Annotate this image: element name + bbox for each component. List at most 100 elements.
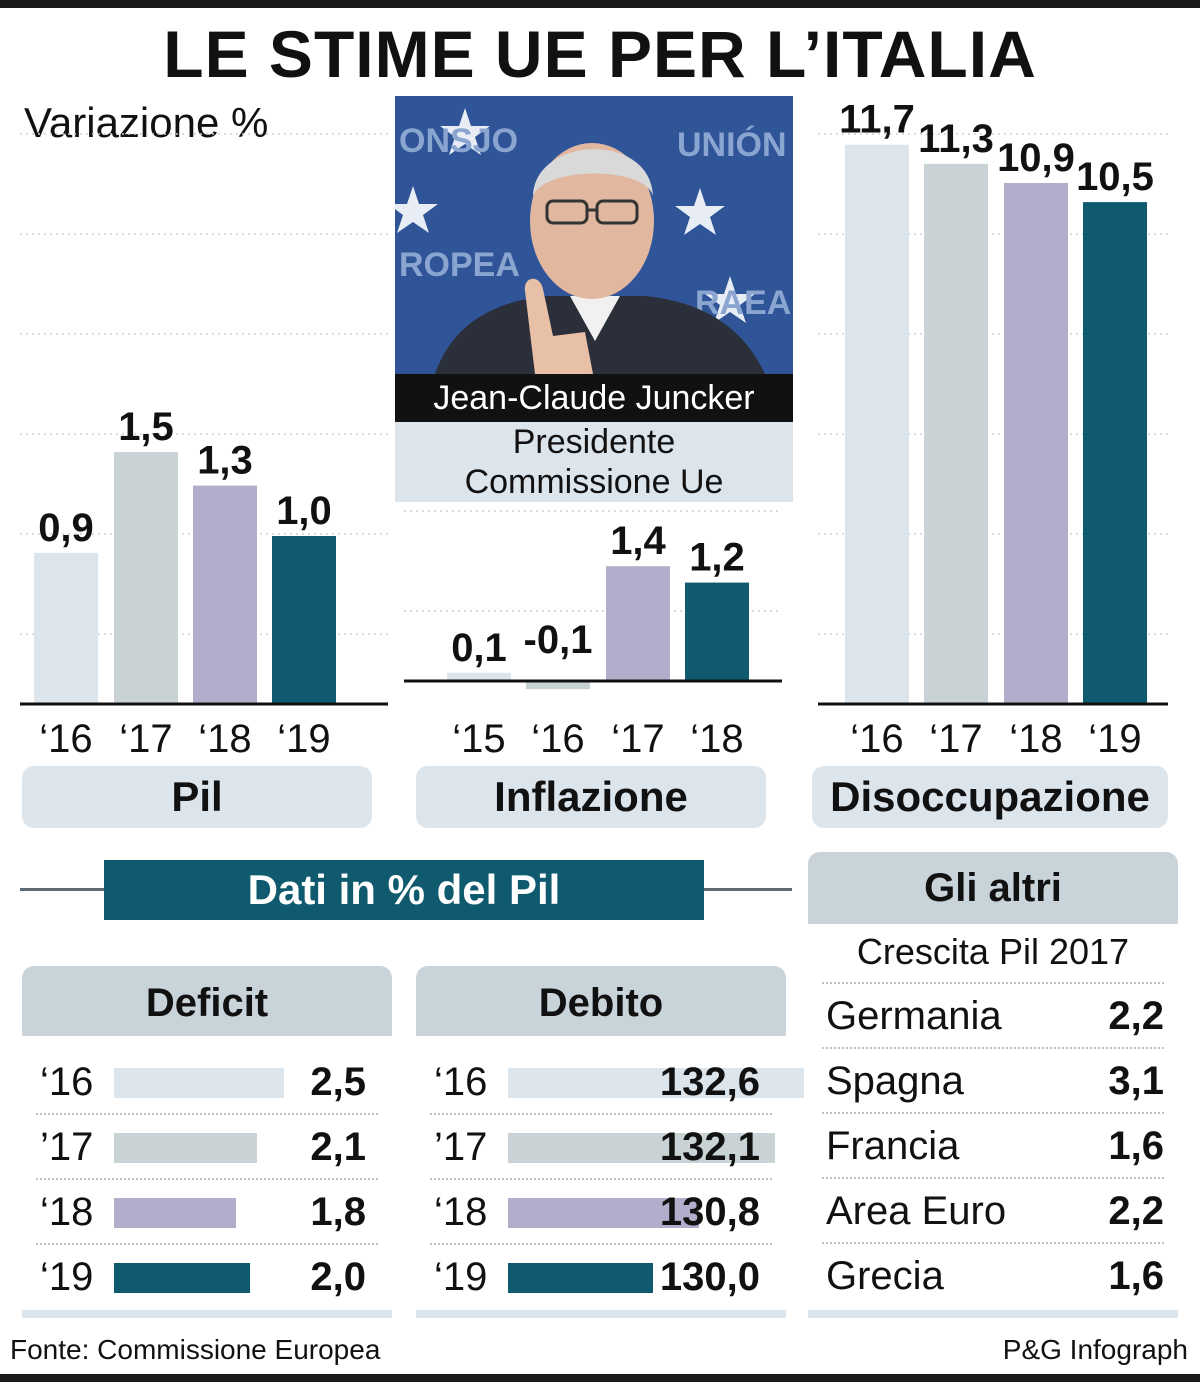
- debito-value-0: 132,6: [659, 1060, 760, 1104]
- deficit-row-divider: [36, 1243, 378, 1245]
- disoccupazione-bar-3: [1083, 202, 1147, 704]
- altri-row-divider: [822, 1047, 1164, 1049]
- disoccupazione-value-label-3: 10,5: [1076, 155, 1154, 199]
- inflazione-value-label-0: 0,1: [451, 626, 507, 670]
- inflazione-bar-3: [685, 582, 749, 681]
- top-bar-charts: 0,9 ‘16 1,5 ‘17 1,3 ‘18 1,0 ‘19 0,1 ‘15 -0,1 ‘16 1,4…: [20, 98, 1168, 761]
- altri-country-0: Germania: [826, 994, 1002, 1038]
- debito-year-label-0: ‘16: [434, 1060, 488, 1104]
- svg-text:ONSJO: ONSJO: [399, 122, 518, 160]
- inflazione-label: Inflazione: [416, 766, 766, 828]
- pil-label: Pil: [22, 766, 372, 828]
- altri-row-1: Spagna 3,1: [808, 1047, 1178, 1112]
- debito-year-label-3: ‘19: [434, 1255, 488, 1299]
- deficit-value-3: 2,0: [310, 1255, 366, 1299]
- debito-rows: ‘16 132,6 ’17 132,1 ‘18 130,8 ‘19 130,0: [416, 1050, 804, 1310]
- photo-illustration: ONSJO UNIÓN ROPEA RAEA: [395, 96, 793, 374]
- altri-row-4: Grecia 1,6: [808, 1242, 1178, 1307]
- altri-row-divider: [822, 1177, 1164, 1179]
- altri-value-0: 2,2: [1108, 994, 1164, 1038]
- debito-bar-0: [508, 1068, 804, 1098]
- pil-bar-1: [114, 452, 178, 704]
- disoccupazione-value-label-0: 11,7: [839, 98, 915, 142]
- deficit-year-label-2: ‘18: [40, 1190, 94, 1234]
- disoccupazione-value-label-2: 10,9: [997, 136, 1075, 180]
- debito-value-3: 130,0: [659, 1255, 760, 1299]
- deficit-year-label-1: ’17: [40, 1125, 94, 1169]
- inflazione-bar-0: [447, 672, 511, 681]
- deficit-rows: ‘16 2,5 ’17 2,1 ‘18 1,8 ‘19 2,0: [22, 1050, 392, 1310]
- altri-value-3: 2,2: [1108, 1189, 1164, 1233]
- altri-header: Gli altri: [808, 852, 1178, 924]
- altri-table: Germania 2,2 Spagna 3,1 Francia 1,6 Area Euro 2…: [808, 982, 1178, 1312]
- altri-row-divider: [822, 1242, 1164, 1244]
- top-rule: [0, 0, 1200, 8]
- altri-value-4: 1,6: [1108, 1254, 1164, 1298]
- pil-bar-2: [193, 485, 257, 704]
- juncker-photo: ONSJO UNIÓN ROPEA RAEA: [395, 96, 793, 374]
- inflazione-value-label-3: 1,2: [689, 536, 745, 580]
- inflazione-tick-label-3: ‘18: [690, 717, 743, 761]
- deficit-bar-3: [114, 1263, 250, 1293]
- pil-value-label-0: 0,9: [38, 506, 94, 550]
- disoccupazione-label: Disoccupazione: [812, 766, 1168, 828]
- altri-country-1: Spagna: [826, 1059, 964, 1103]
- pil-value-label-2: 1,3: [197, 439, 253, 483]
- disoccupazione-value-label-1: 11,3: [918, 117, 994, 161]
- debito-bar-2: [508, 1198, 700, 1228]
- altri-row-divider: [822, 982, 1164, 984]
- inflazione-tick-label-1: ‘16: [531, 717, 584, 761]
- deficit-row-3: ‘19 2,0: [22, 1245, 392, 1310]
- pil-value-label-1: 1,5: [118, 405, 174, 449]
- pil-tick-label-3: ‘19: [277, 717, 330, 761]
- subtitle-variazione: Variazione %: [24, 99, 269, 146]
- photo-caption-name: Jean-Claude Juncker: [395, 374, 793, 422]
- debito-bar-3: [508, 1263, 653, 1293]
- pil-bar-3: [272, 536, 336, 704]
- debito-row-1: ’17 132,1: [416, 1115, 786, 1180]
- deficit-row-divider: [36, 1113, 378, 1115]
- altri-country-4: Grecia: [826, 1254, 944, 1298]
- inflazione-tick-label-2: ‘17: [611, 717, 664, 761]
- disoccupazione-tick-label-0: ‘16: [850, 717, 903, 761]
- disoccupazione-tick-label-2: ‘18: [1009, 717, 1062, 761]
- disoccupazione-tick-label-1: ‘17: [929, 717, 982, 761]
- inflazione-tick-label-0: ‘15: [452, 717, 505, 761]
- bottom-rule: [0, 1374, 1200, 1382]
- deficit-bar-1: [114, 1133, 257, 1163]
- disoccupazione-bar-1: [924, 163, 988, 705]
- infographic-title: LE STIME UE PER L’ITALIA: [163, 17, 1037, 91]
- pil-tick-label-0: ‘16: [39, 717, 92, 761]
- deficit-bar-0: [114, 1068, 284, 1098]
- svg-text:ROPEA: ROPEA: [399, 246, 520, 284]
- altri-row-divider: [822, 1112, 1164, 1114]
- debito-row-3: ‘19 130,0: [416, 1245, 786, 1310]
- debito-row-divider: [430, 1243, 772, 1245]
- deficit-value-2: 1,8: [310, 1190, 366, 1234]
- altri-row-0: Germania 2,2: [808, 982, 1178, 1047]
- pil-value-label-3: 1,0: [276, 489, 332, 533]
- deficit-footer: [22, 1310, 392, 1318]
- eu-stars: [395, 108, 755, 323]
- debito-footer: [416, 1310, 786, 1318]
- disoccupazione-tick-label-3: ‘19: [1088, 717, 1141, 761]
- source-note: Fonte: Commissione Europea: [10, 1334, 381, 1365]
- role-line-2: Commissione Ue: [464, 463, 724, 501]
- deficit-bar-2: [114, 1198, 237, 1228]
- photo-caption-role: Presidente Commissione Ue: [395, 422, 793, 502]
- deficit-row-2: ‘18 1,8: [22, 1180, 392, 1245]
- debito-header: Debito: [416, 966, 786, 1036]
- svg-text:UNIÓN: UNIÓN: [677, 126, 787, 164]
- dati-pil-header: Dati in % del Pil: [104, 860, 704, 920]
- altri-subtitle: Crescita Pil 2017: [856, 931, 1130, 972]
- deficit-value-1: 2,1: [310, 1125, 366, 1169]
- altri-value-2: 1,6: [1108, 1124, 1164, 1168]
- debito-row-2: ‘18 130,8: [416, 1180, 786, 1245]
- altri-country-2: Francia: [826, 1124, 960, 1168]
- debito-year-label-1: ’17: [434, 1125, 488, 1169]
- pil-tick-label-2: ‘18: [198, 717, 251, 761]
- band-rule-left: [20, 888, 104, 891]
- deficit-header: Deficit: [22, 966, 392, 1036]
- pil-tick-label-1: ‘17: [119, 717, 172, 761]
- debito-row-divider: [430, 1178, 772, 1180]
